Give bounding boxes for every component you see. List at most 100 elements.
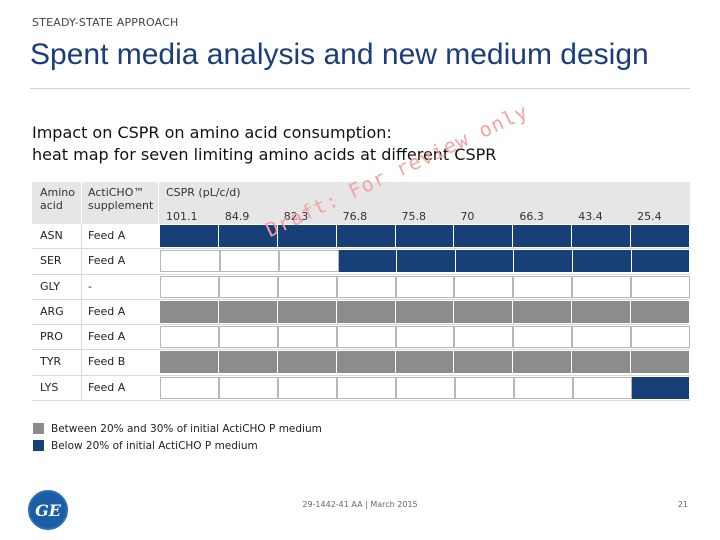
heat-map-cell-white xyxy=(336,326,396,349)
heat-map-cell-white xyxy=(454,275,514,298)
section-kicker: STEADY-STATE APPROACH xyxy=(32,16,179,29)
heat-map-cells xyxy=(160,351,691,374)
heat-map-table: Amino acid ActiCHO™ supplement CSPR (pL/… xyxy=(32,182,691,402)
heat-map-cell-gray xyxy=(218,300,278,323)
heat-map-cell-gray xyxy=(336,300,396,323)
heat-map-cell-blue xyxy=(514,250,573,273)
table-row: ARG Feed A xyxy=(32,299,691,326)
row-divider xyxy=(81,274,82,299)
legend: Between 20% and 30% of initial ActiCHO P… xyxy=(33,420,322,454)
cspr-value-header: 82.3 xyxy=(283,210,309,223)
cspr-value-header: 101.1 xyxy=(166,210,198,223)
amino-acid-label: PRO xyxy=(40,330,63,344)
heat-map-cells xyxy=(160,275,691,298)
heat-map-cell-gray xyxy=(395,300,455,323)
cspr-value-header: 66.3 xyxy=(519,210,544,223)
heat-map-cell-gray xyxy=(513,351,573,374)
heat-map-cell-white xyxy=(631,326,691,349)
amino-acid-label: GLY xyxy=(40,279,60,293)
table-row: GLY - xyxy=(32,274,691,300)
heat-map-cells xyxy=(160,225,691,247)
heat-map-cell-gray xyxy=(572,351,632,374)
heat-map-cell-gray xyxy=(631,300,691,323)
legend-item-gray: Between 20% and 30% of initial ActiCHO P… xyxy=(33,420,322,437)
heat-map-cell-white xyxy=(219,250,280,273)
heat-map-cell-blue xyxy=(397,250,456,273)
heat-map-cell-blue xyxy=(632,376,690,399)
heat-map-cells xyxy=(160,250,691,273)
heat-map-cell-gray xyxy=(160,300,219,323)
subtitle-line-2: heat map for seven limiting amino acids … xyxy=(32,145,497,164)
heat-map-cell-blue xyxy=(454,225,514,247)
supplement-label: Feed A xyxy=(88,304,126,318)
table-row: ASN Feed A xyxy=(32,224,691,250)
amino-acid-label: TYR xyxy=(40,355,62,369)
header-amino-acid-line-2: acid xyxy=(40,199,63,212)
heat-map-cell-white xyxy=(454,326,514,349)
supplement-label: Feed A xyxy=(88,380,126,394)
header-divider-1 xyxy=(81,182,82,224)
heat-map-cell-white xyxy=(513,275,573,298)
cspr-value-header: 25.4 xyxy=(637,210,662,223)
table-row: TYR Feed B xyxy=(32,350,691,376)
heat-map-cell-white xyxy=(395,275,455,298)
heat-map-cell-blue xyxy=(338,250,398,273)
row-divider xyxy=(81,375,82,401)
heat-map-cell-white xyxy=(514,376,573,399)
heat-map-cell-white xyxy=(513,326,573,349)
heat-map-cell-blue xyxy=(455,250,515,273)
heat-map-cell-white xyxy=(279,250,339,273)
header-amino-acid: Amino acid xyxy=(40,186,75,212)
slide-title: Spent media analysis and new medium desi… xyxy=(30,38,649,71)
cspr-value-header: 75.8 xyxy=(401,210,427,223)
cspr-value-header: 70 xyxy=(460,210,475,223)
heat-map-cell-gray xyxy=(218,351,278,374)
cspr-value-header: 76.8 xyxy=(342,210,368,223)
subtitle-line-1: Impact on CSPR on amino acid consumption… xyxy=(32,123,392,142)
row-divider xyxy=(81,350,82,375)
row-divider xyxy=(81,249,82,274)
heat-map-cell-white xyxy=(572,326,632,349)
heat-map-cell-blue xyxy=(277,225,337,247)
heat-map-cell-white xyxy=(336,275,396,298)
header-supplement-line-1: ActiCHO™ xyxy=(88,186,145,199)
heat-map-cell-gray xyxy=(454,351,514,374)
heat-map-cell-white xyxy=(160,376,219,399)
cspr-value-header: 84.9 xyxy=(224,210,250,223)
row-divider xyxy=(81,325,82,350)
table-row: SER Feed A xyxy=(32,249,691,275)
amino-acid-label: ASN xyxy=(40,229,63,242)
heat-map-cell-white xyxy=(278,376,337,399)
heat-map-cell-blue xyxy=(160,225,219,247)
heat-map-cell-white xyxy=(631,275,691,298)
heat-map-cell-white xyxy=(573,376,632,399)
legend-label-gray: Between 20% and 30% of initial ActiCHO P… xyxy=(51,422,322,435)
heat-map-cell-blue xyxy=(631,250,691,273)
table-row: PRO Feed A xyxy=(32,325,691,351)
heat-map-cell-gray xyxy=(513,300,573,323)
row-divider xyxy=(81,299,82,325)
header-cspr: CSPR (pL/c/d) xyxy=(166,186,241,199)
heat-map-cells xyxy=(160,300,691,323)
heat-map-cell-blue xyxy=(631,225,691,247)
row-divider xyxy=(81,224,82,249)
heat-map-cell-gray xyxy=(572,300,632,323)
heat-map-cell-white xyxy=(218,275,278,298)
heat-map-cells xyxy=(160,376,690,399)
legend-swatch-gray xyxy=(33,423,44,434)
heat-map-cell-white xyxy=(160,326,219,349)
heat-map-cell-white xyxy=(219,376,278,399)
heat-map-cell-gray xyxy=(631,351,691,374)
heat-map-cell-white xyxy=(572,275,632,298)
header-supplement-line-2: supplement xyxy=(88,199,154,212)
table-row: LYS Feed A xyxy=(32,375,690,402)
heat-map-cell-gray xyxy=(336,351,396,374)
heat-map-cell-blue xyxy=(572,225,632,247)
legend-label-blue: Below 20% of initial ActiCHO P medium xyxy=(51,439,258,452)
heat-map-cell-white xyxy=(277,326,337,349)
subtitle: Impact on CSPR on amino acid consumption… xyxy=(32,122,496,166)
header-divider-2 xyxy=(158,182,159,224)
heat-map-cells xyxy=(160,326,691,349)
heat-map-cell-gray xyxy=(277,351,337,374)
heat-map-cell-white xyxy=(160,275,219,298)
